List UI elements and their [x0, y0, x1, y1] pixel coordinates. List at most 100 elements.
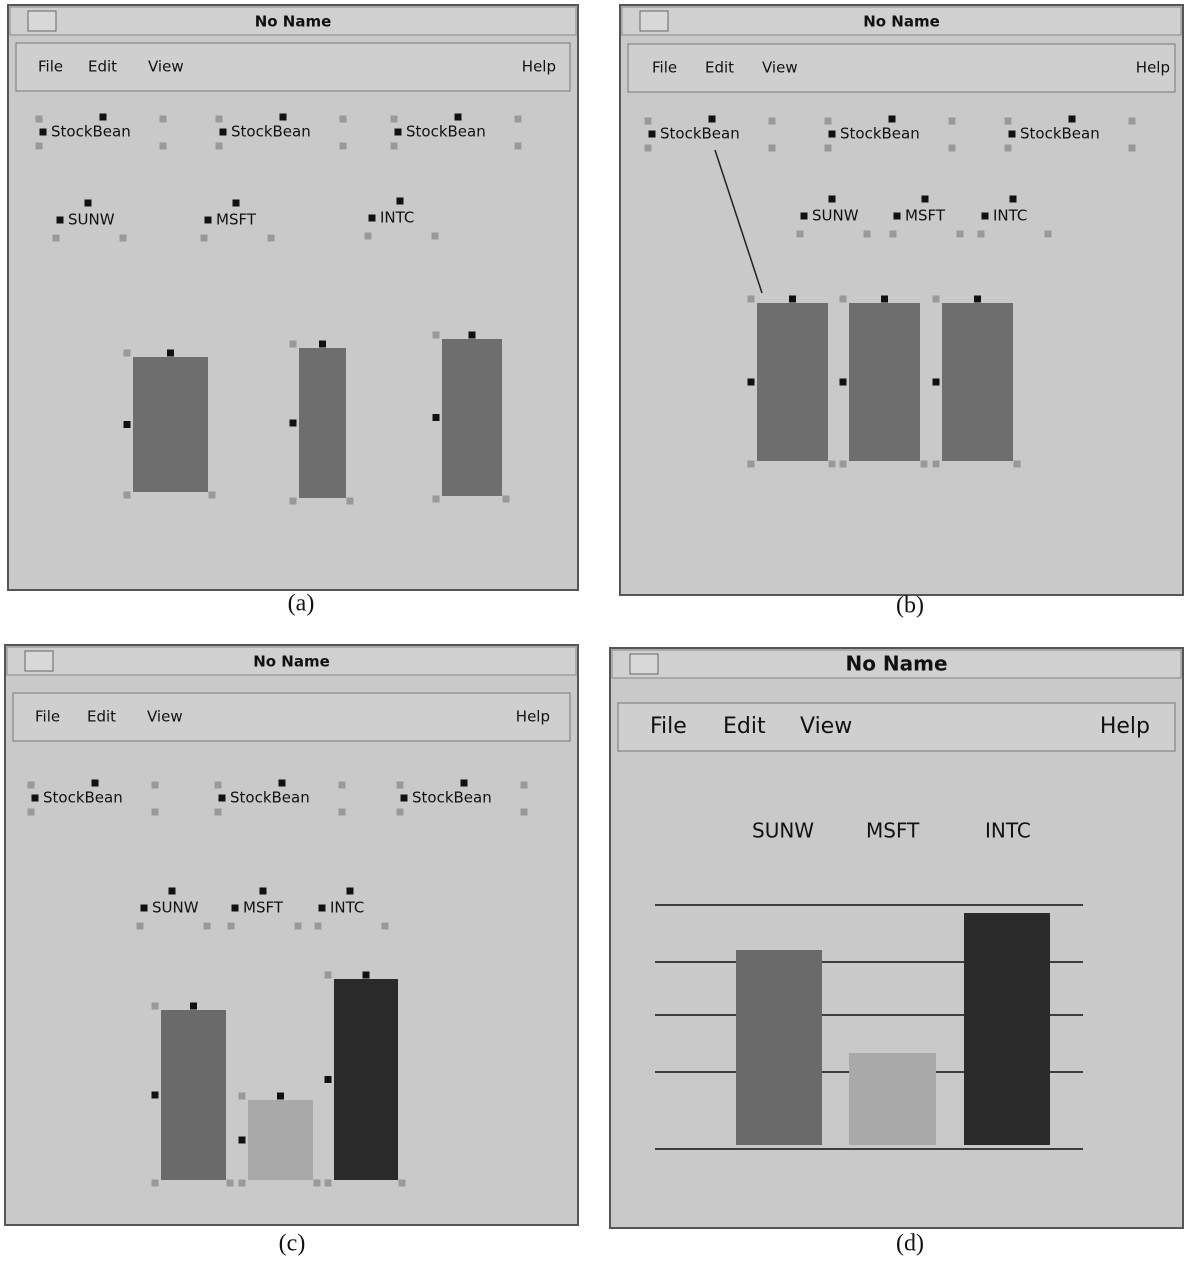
menu-help[interactable]: Help: [522, 58, 556, 76]
menu-item[interactable]: View: [147, 708, 183, 726]
bar: [161, 1010, 226, 1180]
menu-item[interactable]: File: [35, 708, 60, 726]
ticker-label: SUNW: [152, 899, 199, 917]
menu-help[interactable]: Help: [1100, 714, 1150, 739]
handle: [1009, 131, 1016, 138]
menu-help[interactable]: Help: [516, 708, 550, 726]
handle: [124, 350, 131, 357]
handle: [1010, 196, 1017, 203]
window-menu-button[interactable]: [28, 11, 56, 31]
handle: [209, 492, 216, 499]
window-menu-button[interactable]: [25, 651, 53, 671]
menu-item[interactable]: Edit: [88, 58, 117, 76]
menu-item[interactable]: View: [148, 58, 184, 76]
menu-item[interactable]: Edit: [705, 59, 734, 77]
handle: [521, 782, 528, 789]
handle: [295, 923, 302, 930]
menu-item[interactable]: Edit: [723, 714, 766, 739]
handle: [395, 129, 402, 136]
handle: [748, 461, 755, 468]
bean-label: StockBean: [660, 125, 740, 143]
menu-item[interactable]: File: [650, 714, 687, 739]
handle: [797, 231, 804, 238]
bar: [442, 339, 502, 496]
handle: [201, 235, 208, 242]
handle: [748, 379, 755, 386]
handle: [216, 116, 223, 123]
handle: [268, 235, 275, 242]
handle: [397, 809, 404, 816]
window-menu-button[interactable]: [630, 654, 658, 674]
caption: (d): [896, 1231, 924, 1257]
handle: [982, 213, 989, 220]
handle: [325, 1180, 332, 1187]
handle: [279, 780, 286, 787]
menu-item[interactable]: View: [800, 714, 852, 739]
handle: [974, 296, 981, 303]
menu-help[interactable]: Help: [1136, 59, 1170, 77]
handle: [503, 496, 510, 503]
handle: [889, 116, 896, 123]
handle: [141, 905, 148, 912]
handle: [339, 809, 346, 816]
window: No Name File Edit View Help StockBean StockBea…: [620, 5, 1183, 595]
handle: [382, 923, 389, 930]
ticker-label: INTC: [985, 819, 1031, 843]
handle: [120, 235, 127, 242]
menu-item[interactable]: File: [652, 59, 677, 77]
bean-label: StockBean: [1020, 125, 1100, 143]
handle: [363, 972, 370, 979]
handle: [521, 809, 528, 816]
handle: [1005, 145, 1012, 152]
handle: [840, 461, 847, 468]
handle: [233, 200, 240, 207]
handle: [32, 795, 39, 802]
handle: [391, 116, 398, 123]
window-menu-button[interactable]: [640, 11, 668, 31]
handle: [239, 1137, 246, 1144]
ticker-label: SUNW: [68, 211, 115, 229]
bar: [849, 303, 920, 461]
handle: [92, 780, 99, 787]
handle: [829, 131, 836, 138]
handle: [957, 231, 964, 238]
handle: [433, 332, 440, 339]
handle: [152, 1092, 159, 1099]
handle: [840, 296, 847, 303]
handle: [978, 231, 985, 238]
ticker-label: SUNW: [752, 819, 814, 843]
handle: [28, 782, 35, 789]
window-title: No Name: [253, 653, 330, 671]
handle: [921, 461, 928, 468]
bean-label: StockBean: [412, 789, 492, 807]
handle: [881, 296, 888, 303]
handle: [769, 118, 776, 125]
handle: [228, 923, 235, 930]
window-title: No Name: [863, 13, 940, 31]
handle: [369, 215, 376, 222]
handle: [215, 782, 222, 789]
handle: [152, 782, 159, 789]
caption: (c): [279, 1231, 306, 1257]
handle: [748, 296, 755, 303]
ticker-label: SUNW: [812, 207, 859, 225]
handle: [53, 235, 60, 242]
handle: [160, 143, 167, 150]
bean-label: StockBean: [406, 123, 486, 141]
handle: [290, 341, 297, 348]
handle: [461, 780, 468, 787]
menu-item[interactable]: View: [762, 59, 798, 77]
handle: [36, 116, 43, 123]
menu-item[interactable]: Edit: [87, 708, 116, 726]
bar: [942, 303, 1013, 461]
handle: [216, 143, 223, 150]
menu-item[interactable]: File: [38, 58, 63, 76]
window-title: No Name: [845, 652, 947, 676]
handle: [1014, 461, 1021, 468]
handle: [325, 1076, 332, 1083]
bar: [248, 1100, 313, 1180]
handle: [152, 809, 159, 816]
handle: [829, 196, 836, 203]
handle: [124, 492, 131, 499]
